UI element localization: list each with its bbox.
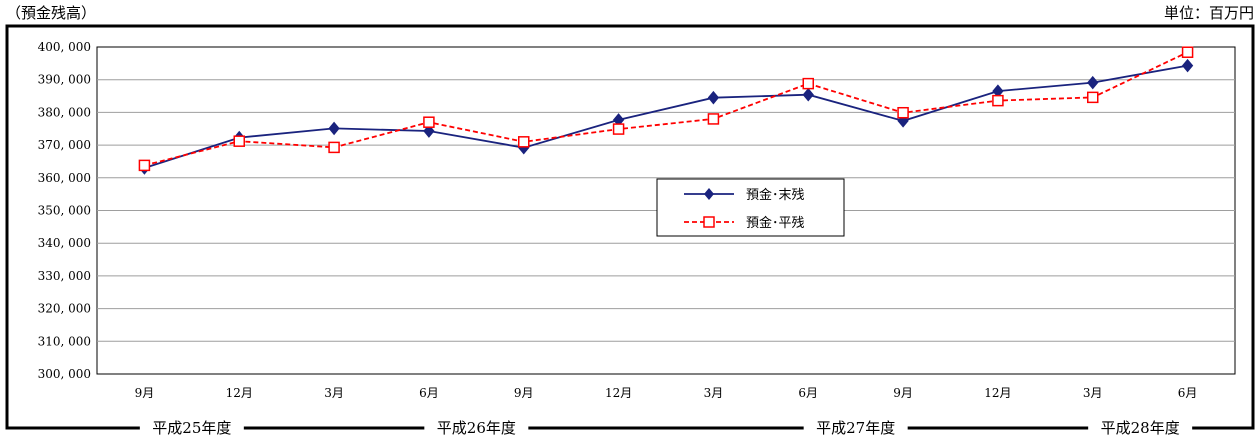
x-tick-label: 6月 <box>798 386 818 400</box>
fiscal-year-label-bg <box>803 417 908 437</box>
x-tick-label: 12月 <box>226 386 253 400</box>
data-point <box>802 77 814 90</box>
x-tick-label: 3月 <box>324 386 344 400</box>
data-point <box>1087 75 1099 90</box>
data-point <box>707 90 720 105</box>
data-point <box>328 121 340 136</box>
x-tick-label: 9月 <box>135 386 155 400</box>
y-tick-label: 400, 000 <box>38 40 91 54</box>
series-line <box>144 64 1188 169</box>
x-tick-label: 12月 <box>984 386 1011 400</box>
chart-caption-left: （預金残高） <box>6 4 97 22</box>
legend-marker <box>704 188 714 200</box>
y-tick-label: 390, 000 <box>38 73 91 87</box>
x-tick-label: 3月 <box>1083 386 1103 400</box>
fiscal-year-label-bg <box>139 417 244 437</box>
y-axis: 300, 000 310, 000 320, 000 330, 000 340, 000… <box>38 40 91 381</box>
data-point <box>518 136 530 148</box>
legend-marker <box>703 216 715 228</box>
y-tick-label: 370, 000 <box>38 138 91 152</box>
y-tick-label: 360, 000 <box>38 171 91 185</box>
chart-frame <box>5 24 1255 430</box>
data-point <box>138 159 151 172</box>
data-point <box>1181 58 1194 73</box>
fiscal-year-label: 平成28年度 <box>1101 419 1180 437</box>
series-line <box>144 51 1188 167</box>
y-tick-label: 350, 000 <box>38 204 91 218</box>
y-tick-label: 330, 000 <box>38 269 91 283</box>
x-axis: 9月 12月 3月 6月 9月 12月 3月 6月 9月 12月 3月 6月 <box>135 386 1198 400</box>
series-1 <box>138 58 1194 175</box>
data-point <box>802 87 814 102</box>
data-point <box>1181 46 1194 58</box>
fiscal-year-label: 平成25年度 <box>152 419 231 437</box>
series-2 <box>138 46 1194 172</box>
x-tick-label: 12月 <box>605 386 632 400</box>
y-tick-label: 320, 000 <box>38 302 91 316</box>
data-point <box>992 94 1004 107</box>
unit-caption: 単位：百万円 <box>1163 4 1254 22</box>
legend-label: 預金･平残 <box>746 215 805 231</box>
x-tick-label: 9月 <box>893 386 913 400</box>
data-point <box>612 123 625 135</box>
data-point <box>897 106 909 119</box>
data-point <box>233 135 245 147</box>
fiscal-year-labels: 平成25年度 平成26年度 平成27年度 平成28年度 <box>139 417 1193 437</box>
data-point <box>423 116 435 128</box>
fiscal-year-label: 平成26年度 <box>437 419 516 437</box>
x-tick-label: 9月 <box>514 386 534 400</box>
data-point <box>328 141 340 154</box>
y-tick-label: 300, 000 <box>38 367 91 381</box>
fiscal-year-label-bg <box>424 417 529 437</box>
x-tick-label: 3月 <box>704 386 724 400</box>
x-tick-label: 6月 <box>1178 386 1198 400</box>
legend-box <box>656 178 845 237</box>
data-point <box>707 113 720 125</box>
series <box>138 46 1194 175</box>
x-tick-label: 6月 <box>419 386 439 400</box>
data-point <box>423 124 435 138</box>
fiscal-year-label: 平成27年度 <box>816 419 895 437</box>
data-point <box>1087 91 1099 104</box>
fiscal-year-label-bg <box>1088 417 1193 437</box>
y-tick-label: 340, 000 <box>38 236 91 250</box>
y-tick-label: 380, 000 <box>38 105 91 119</box>
legend-label: 預金･末残 <box>746 187 805 203</box>
y-tick-label: 310, 000 <box>38 334 91 348</box>
